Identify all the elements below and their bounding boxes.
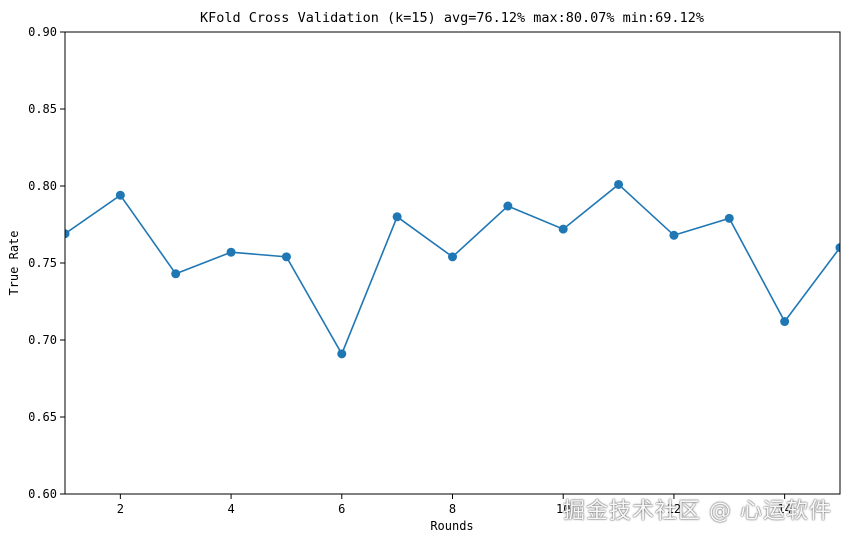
series-line [65, 183, 840, 356]
data-point [392, 212, 402, 222]
data-point [448, 252, 457, 262]
data-point [65, 229, 70, 239]
y-tick-label: 0.85 [28, 102, 57, 116]
chart-title: KFold Cross Validation (k=15) avg=76.12%… [200, 10, 704, 26]
y-tick-label: 0.60 [28, 487, 57, 501]
x-tick-label: 14 [777, 502, 791, 516]
y-tick-label: 0.80 [28, 179, 57, 193]
plot-area [65, 179, 840, 359]
data-point [337, 349, 347, 359]
plot-frame [64, 31, 841, 495]
data-point [503, 201, 513, 211]
y-tick-label: 0.75 [28, 256, 57, 270]
watermark: 掘金技术社区 @ 心运软件 [563, 499, 832, 524]
data-point [558, 224, 568, 234]
data-point [115, 190, 125, 200]
data-point [724, 213, 734, 223]
data-point [614, 179, 624, 189]
x-axis-label: Rounds [430, 519, 473, 533]
x-axis: 2 4 6 8 10 12 14 [117, 494, 792, 516]
data-point [171, 269, 181, 279]
x-tick-label: 10 [556, 502, 570, 516]
x-tick-label: 8 [449, 502, 456, 516]
data-point [780, 317, 790, 327]
data-point [281, 252, 291, 262]
y-tick-label: 0.65 [28, 410, 57, 424]
data-point [226, 247, 236, 257]
x-tick-label: 4 [227, 502, 234, 516]
data-point [835, 243, 840, 253]
x-tick-label: 6 [338, 502, 345, 516]
y-axis-label: True Rate [7, 230, 21, 295]
series-group [65, 179, 840, 359]
x-tick-label: 2 [117, 502, 124, 516]
x-tick-label: 12 [667, 502, 681, 516]
y-tick-label: 0.90 [28, 25, 57, 39]
y-tick-label: 0.70 [28, 333, 57, 347]
data-point [669, 230, 679, 240]
y-axis: 0.60 0.65 0.70 0.75 0.80 0.85 0.90 [28, 25, 65, 501]
